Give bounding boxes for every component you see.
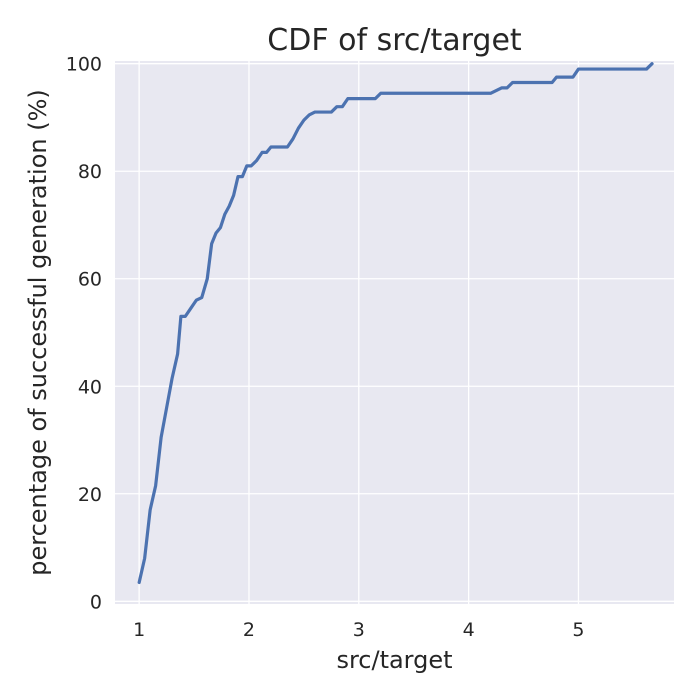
y-tick-label: 80 [78, 161, 102, 183]
chart-title: CDF of src/target [267, 23, 522, 58]
y-tick-labels: 0 20 40 60 80 100 [66, 54, 102, 614]
x-gridlines [138, 61, 580, 604]
x-tick-label: 5 [572, 619, 584, 641]
y-tick-label: 40 [78, 376, 102, 398]
x-tick-label: 3 [353, 619, 365, 641]
y-axis-label: percentage of successful generation (%) [24, 89, 52, 576]
x-tick-label: 1 [133, 619, 145, 641]
y-tick-label: 100 [66, 54, 102, 76]
series-layer [137, 62, 654, 585]
y-tick-label: 60 [78, 269, 102, 291]
cdf-series-line [137, 62, 654, 585]
y-gridlines [115, 63, 674, 602]
y-tick-label: 20 [78, 484, 102, 506]
plot-area [115, 61, 674, 604]
x-axis-label: src/target [336, 646, 452, 674]
x-tick-label: 2 [243, 619, 255, 641]
y-tick-label: 0 [90, 591, 102, 613]
x-tick-label: 4 [463, 619, 475, 641]
x-tick-labels: 1 2 3 4 5 [133, 619, 584, 641]
